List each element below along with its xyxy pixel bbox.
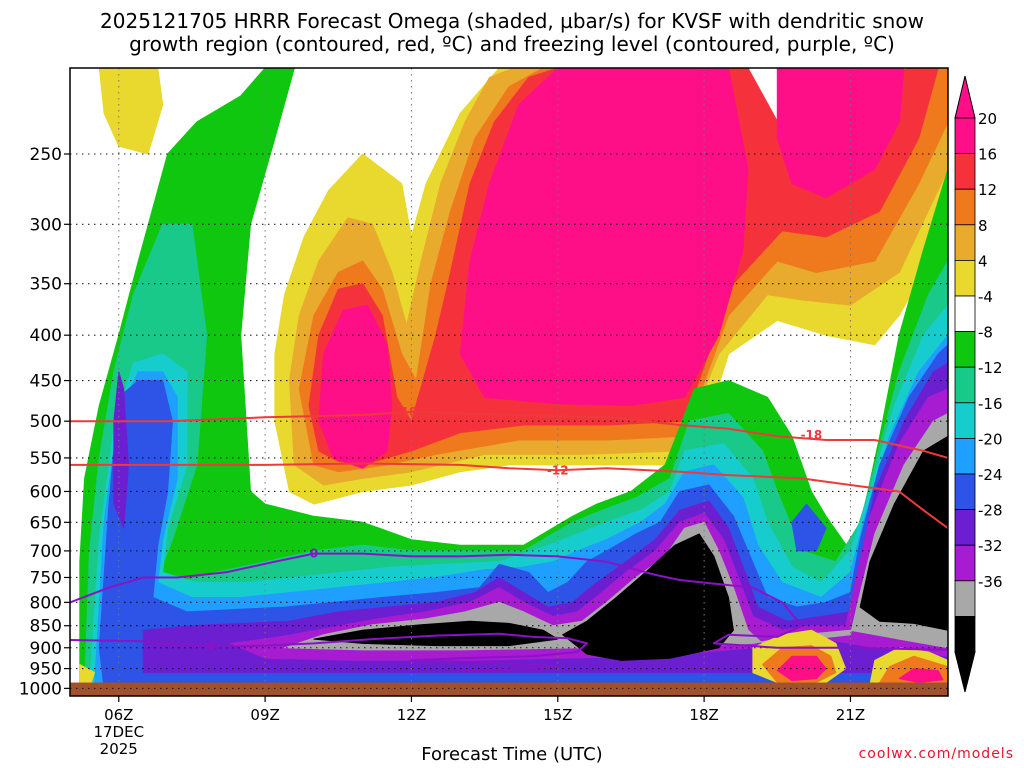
colorbar-label: -16 <box>978 395 1003 413</box>
colorbar-swatch <box>954 259 976 297</box>
colorbar-bottom-arrow <box>954 651 976 693</box>
y-tick-label: 650 <box>30 513 62 533</box>
y-tick-label: 450 <box>30 372 62 392</box>
x-tick-label: 18Z <box>689 706 718 724</box>
omega-region-16-1 <box>898 668 944 683</box>
y-tick-label: 300 <box>30 215 62 235</box>
colorbar-top-arrow <box>954 75 976 119</box>
x-tick-label: 21Z <box>836 706 865 724</box>
colorbar-swatch <box>954 616 976 653</box>
omega-region-13-2 <box>859 435 948 631</box>
omega-region-4-1 <box>459 68 749 406</box>
colorbar-label: -12 <box>978 359 1003 377</box>
y-tick-label: 950 <box>30 660 62 680</box>
y-tick-label: 250 <box>30 145 62 165</box>
colorbar-swatch <box>954 295 976 332</box>
colorbar-swatch <box>954 153 976 190</box>
colorbar-swatch <box>954 509 976 546</box>
y-tick-label: 900 <box>30 639 62 659</box>
freezing-contour-label: 0 <box>310 547 318 561</box>
colorbar-swatch <box>954 580 976 617</box>
colorbar-label: 4 <box>978 252 988 270</box>
plot-frame <box>69 67 949 697</box>
chart-subtitle: growth region (contoured, red, ºC) and f… <box>129 32 895 56</box>
colorbar-label: -32 <box>978 537 1003 555</box>
y-tick-label: 700 <box>30 542 62 562</box>
omega-region-5-1 <box>176 527 193 563</box>
colorbar-label: -36 <box>978 573 1003 591</box>
site-credit: coolwx.com/models <box>858 746 1014 762</box>
y-tick-label: 500 <box>30 412 62 432</box>
x-tick-label: 12Z <box>397 706 426 724</box>
colorbar-swatch <box>954 224 976 261</box>
colorbar-label: 12 <box>978 181 997 199</box>
y-tick-label: 850 <box>30 617 62 637</box>
omega-region-13-1 <box>562 533 734 661</box>
colorbar-swatch <box>954 117 976 154</box>
x-tick-label: 15Z <box>543 706 572 724</box>
colorbar-label: -28 <box>978 502 1003 520</box>
colorbar-label: 20 <box>978 110 997 128</box>
dgz-contour-0 <box>70 410 948 459</box>
dgz-contour-label: -18 <box>801 428 823 442</box>
colorbar-swatch <box>954 544 976 582</box>
colorbar-label: 16 <box>978 146 997 164</box>
colorbar-label: -24 <box>978 466 1003 484</box>
y-tick-label: 550 <box>30 449 62 469</box>
y-tick-label: 600 <box>30 482 62 502</box>
colorbar-swatch <box>954 188 976 226</box>
colorbar-label: -20 <box>978 430 1003 448</box>
y-tick-label: 350 <box>30 275 62 295</box>
dgz-contour-1 <box>70 462 948 530</box>
colorbar-swatch <box>954 366 976 404</box>
x-date-label: 17DEC <box>93 723 144 741</box>
y-tick-label: 1000 <box>19 679 62 699</box>
plot-axes: 2503003504004505005506006507007508008509… <box>19 145 865 758</box>
omega-region-9-1 <box>791 503 827 552</box>
colorbar-swatch <box>954 331 976 368</box>
x-date-label: 2025 <box>100 740 138 758</box>
colorbar-label: -4 <box>978 288 993 306</box>
ground-layer <box>70 682 948 696</box>
x-tick-label: 06Z <box>104 706 133 724</box>
dgz-contour-label: -18 <box>396 405 418 419</box>
colorbar: 20 16 12 8 4 -4 -8 -12 -16 -20 -24 -28 -32 -36 <box>954 75 1003 693</box>
y-tick-label: 400 <box>30 326 62 346</box>
x-axis-title: Forecast Time (UTC) <box>421 744 603 765</box>
omega-region-0-0 <box>98 68 164 155</box>
colorbar-label: 8 <box>978 217 988 235</box>
freezing-contour-0 <box>70 552 948 651</box>
dgz-contour-label: -12 <box>547 463 569 477</box>
chart-title: 2025121705 HRRR Forecast Omega (shaded, … <box>100 9 924 33</box>
y-tick-label: 750 <box>30 568 62 588</box>
y-tick-label: 800 <box>30 593 62 613</box>
colorbar-swatch <box>954 437 976 475</box>
colorbar-label: -8 <box>978 324 993 342</box>
freezing-contour-label: 0 <box>207 640 215 654</box>
temperature-contours: -18 -12 0 0 -18 <box>70 405 948 672</box>
omega-shading <box>70 68 948 696</box>
x-tick-label: 09Z <box>250 706 279 724</box>
colorbar-swatch <box>954 402 976 439</box>
colorbar-swatch <box>954 473 976 510</box>
freezing-contour-1 <box>70 632 588 672</box>
